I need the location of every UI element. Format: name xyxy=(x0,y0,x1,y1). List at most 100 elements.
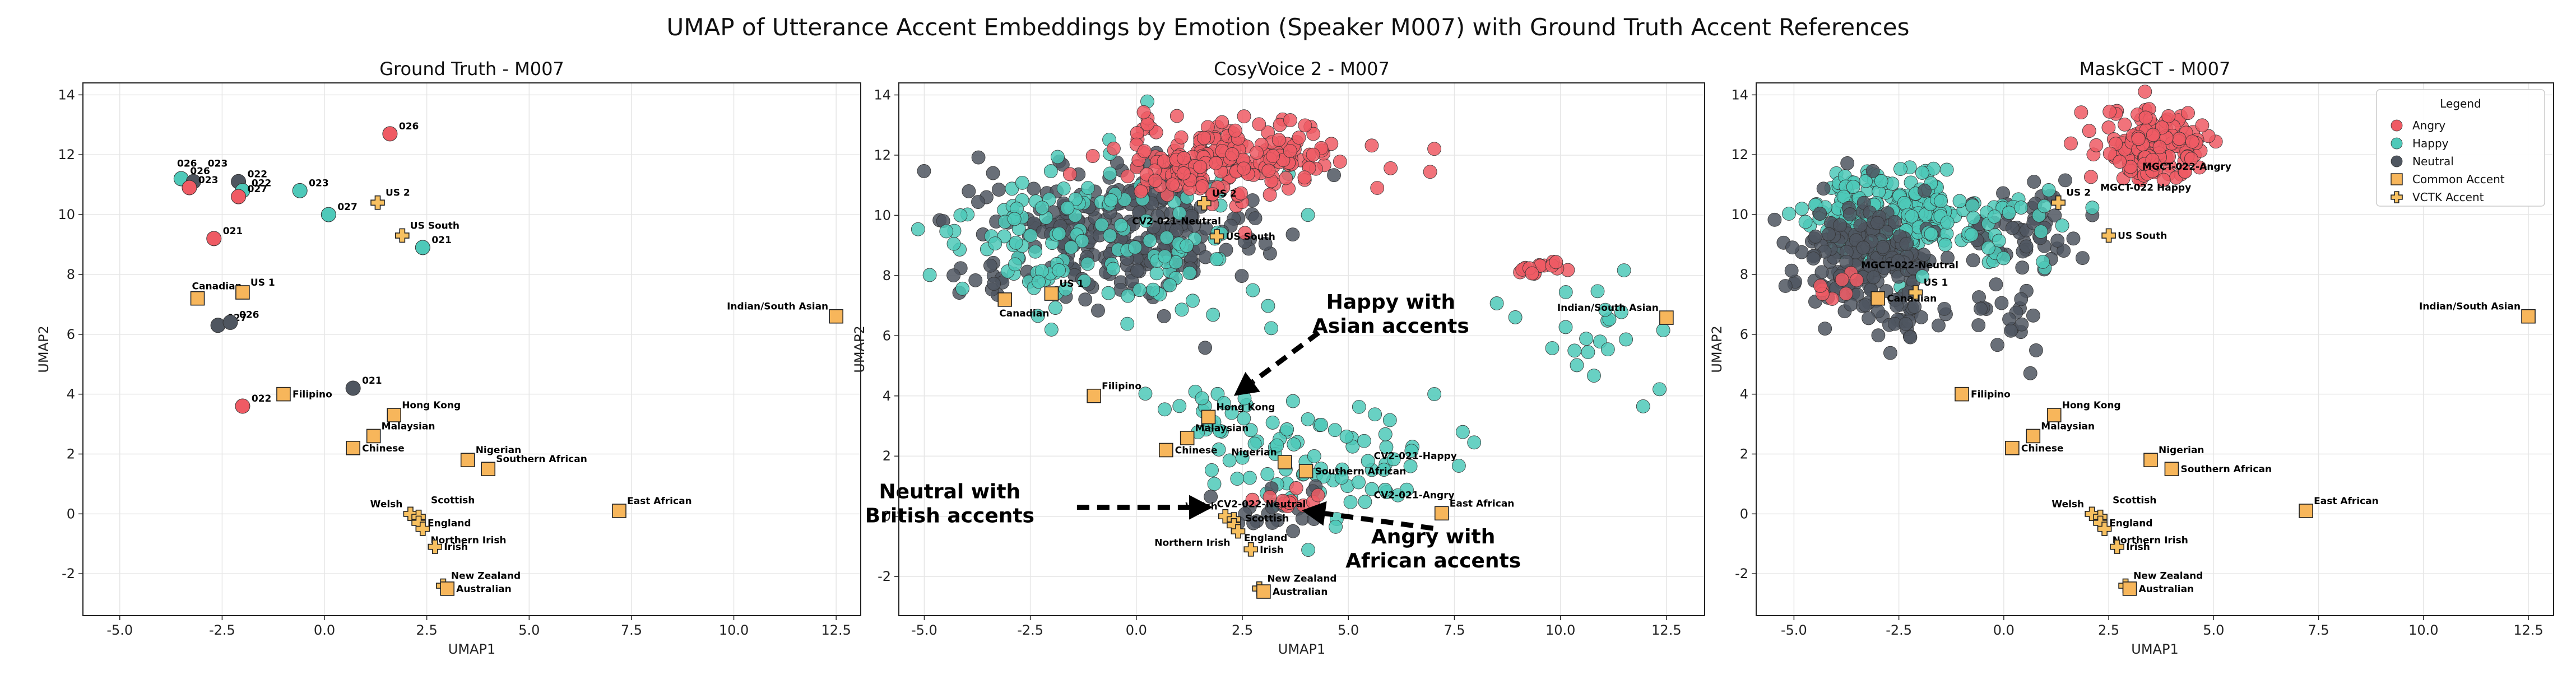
x-tick-label: 12.5 xyxy=(2513,622,2543,638)
common-accent-marker xyxy=(2299,504,2313,518)
scatter-point-neutral xyxy=(1966,253,1980,268)
scatter-point-happy xyxy=(1328,423,1342,437)
scatter-point-neutral xyxy=(1918,184,1932,198)
scatter-point-happy xyxy=(1997,251,2011,266)
scatter-point-angry xyxy=(2161,109,2176,123)
scatter-point-happy xyxy=(1987,210,2002,224)
scatter-point-angry xyxy=(2185,134,2199,149)
y-tick-label: 4 xyxy=(1740,387,1748,402)
scatter-point-happy xyxy=(1314,418,1328,432)
scatter-point-happy xyxy=(1590,284,1605,299)
scatter-point-happy xyxy=(1307,449,1321,463)
common-accent-marker xyxy=(2164,462,2179,477)
scatter-point-angry xyxy=(1292,131,1306,145)
accent-label: Indian/South Asian xyxy=(1557,302,1659,314)
scatter-point-angry xyxy=(2195,118,2210,133)
scatter-point-happy xyxy=(1570,358,1584,373)
scatter-point-happy xyxy=(1138,387,1153,401)
accent-label: Canadian xyxy=(999,308,1049,319)
scatter-point-happy xyxy=(1075,234,1089,248)
common-accent-marker xyxy=(1434,506,1449,521)
common-accent-marker xyxy=(387,408,402,422)
scatter-point-angry xyxy=(1120,169,1135,184)
accent-label: Indian/South Asian xyxy=(2419,301,2521,313)
scatter-point-neutral xyxy=(1286,524,1300,538)
scatter-point-angry xyxy=(2102,146,2117,161)
scatter-point-happy xyxy=(1952,194,1967,208)
scatter-point-neutral xyxy=(2057,244,2071,258)
scatter-point-happy xyxy=(1270,438,1284,453)
y-tick-label: 2 xyxy=(67,446,75,462)
scatter-point-neutral xyxy=(1234,269,1249,283)
scatter-point-happy xyxy=(1060,201,1075,215)
accent-label: Chinese xyxy=(1175,445,1218,456)
scatter-point-happy xyxy=(1172,399,1187,413)
y-tick-label: 14 xyxy=(58,87,75,103)
scatter-point-neutral xyxy=(968,273,983,287)
scatter-point-neutral xyxy=(1130,263,1144,278)
scatter-point-neutral xyxy=(1785,240,1799,255)
scatter-point-angry xyxy=(1266,149,1280,163)
scatter-point-neutral xyxy=(1907,300,1922,314)
scatter-point-angry xyxy=(1423,165,1437,179)
scatter-point-happy xyxy=(1143,234,1157,248)
accent-label: Northern Irish xyxy=(430,535,506,546)
x-tick-label: 5.0 xyxy=(518,622,540,638)
scatter-point-happy xyxy=(1404,444,1419,458)
y-tick-label: 12 xyxy=(874,147,891,163)
vctk-accent-marker xyxy=(395,228,410,243)
x-tick-label: 2.5 xyxy=(2098,622,2119,638)
scatter-point-happy xyxy=(1169,255,1183,269)
scatter-point-happy xyxy=(1163,278,1177,292)
scatter-point-happy xyxy=(1146,282,1161,297)
scatter-point-happy xyxy=(1242,471,1257,485)
annotation-text: African accents xyxy=(1345,550,1521,572)
common-accent-marker xyxy=(1870,291,1885,306)
utterance-label: MGCT-022-Angry xyxy=(2142,161,2231,173)
utterance-label: CV2-021-Happy xyxy=(1374,451,1457,462)
point-label: 026 xyxy=(177,159,197,170)
scatter-point-angry xyxy=(2138,85,2152,99)
scatter-point-neutral xyxy=(1091,303,1105,318)
accent-label: Malaysian xyxy=(1195,423,1249,434)
x-tick-label: 7.5 xyxy=(2308,622,2329,638)
scatter-point-neutral xyxy=(1974,301,1988,316)
scatter-point-happy xyxy=(1265,416,1280,430)
accent-label: Scottish xyxy=(2113,495,2156,506)
scatter-point-angry xyxy=(2074,105,2088,120)
scatter-point-happy xyxy=(1031,309,1045,323)
accent-label: US 1 xyxy=(1059,278,1084,290)
scatter-point-angry xyxy=(2145,153,2160,167)
scatter-point-angry xyxy=(1384,161,1398,175)
scatter-point-angry xyxy=(1193,160,1208,174)
x-tick-label: 0.0 xyxy=(1993,622,2015,638)
scatter-point-angry xyxy=(1245,492,1260,507)
point-label: 023 xyxy=(309,178,329,189)
scatter-point-happy xyxy=(1048,301,1062,315)
scatter-point-neutral xyxy=(983,258,997,273)
plot-frame xyxy=(82,82,861,616)
scatter-point-happy xyxy=(1128,240,1143,254)
scatter-point-angry xyxy=(1174,130,1189,145)
common-accent-marker xyxy=(829,309,843,324)
scatter-point-happy xyxy=(1617,263,1631,278)
scatter-point-angry xyxy=(1275,494,1290,508)
point-label: 027 xyxy=(248,184,268,195)
scatter-point-angry xyxy=(1237,109,1251,124)
scatter-point-angry xyxy=(2084,170,2098,184)
common-accent-marker xyxy=(1201,409,1216,425)
scatter-point-angry xyxy=(1237,161,1251,176)
scatter-point-angry xyxy=(1250,146,1264,160)
scatter-point-neutral xyxy=(1853,218,1868,232)
scatter-point-neutral xyxy=(1816,181,1831,196)
scatter-point-angry xyxy=(2113,155,2127,169)
x-tick-label: 12.5 xyxy=(1651,622,1681,638)
x-tick-label: 10.0 xyxy=(719,622,749,638)
scatter-point-happy xyxy=(988,236,1002,251)
scatter-point-happy xyxy=(1101,286,1116,300)
accent-label: US South xyxy=(2118,230,2167,241)
scatter-point-angry xyxy=(1333,155,1347,169)
scatter-point-happy xyxy=(1064,240,1078,255)
x-tick-label: 0.0 xyxy=(1126,622,1147,638)
